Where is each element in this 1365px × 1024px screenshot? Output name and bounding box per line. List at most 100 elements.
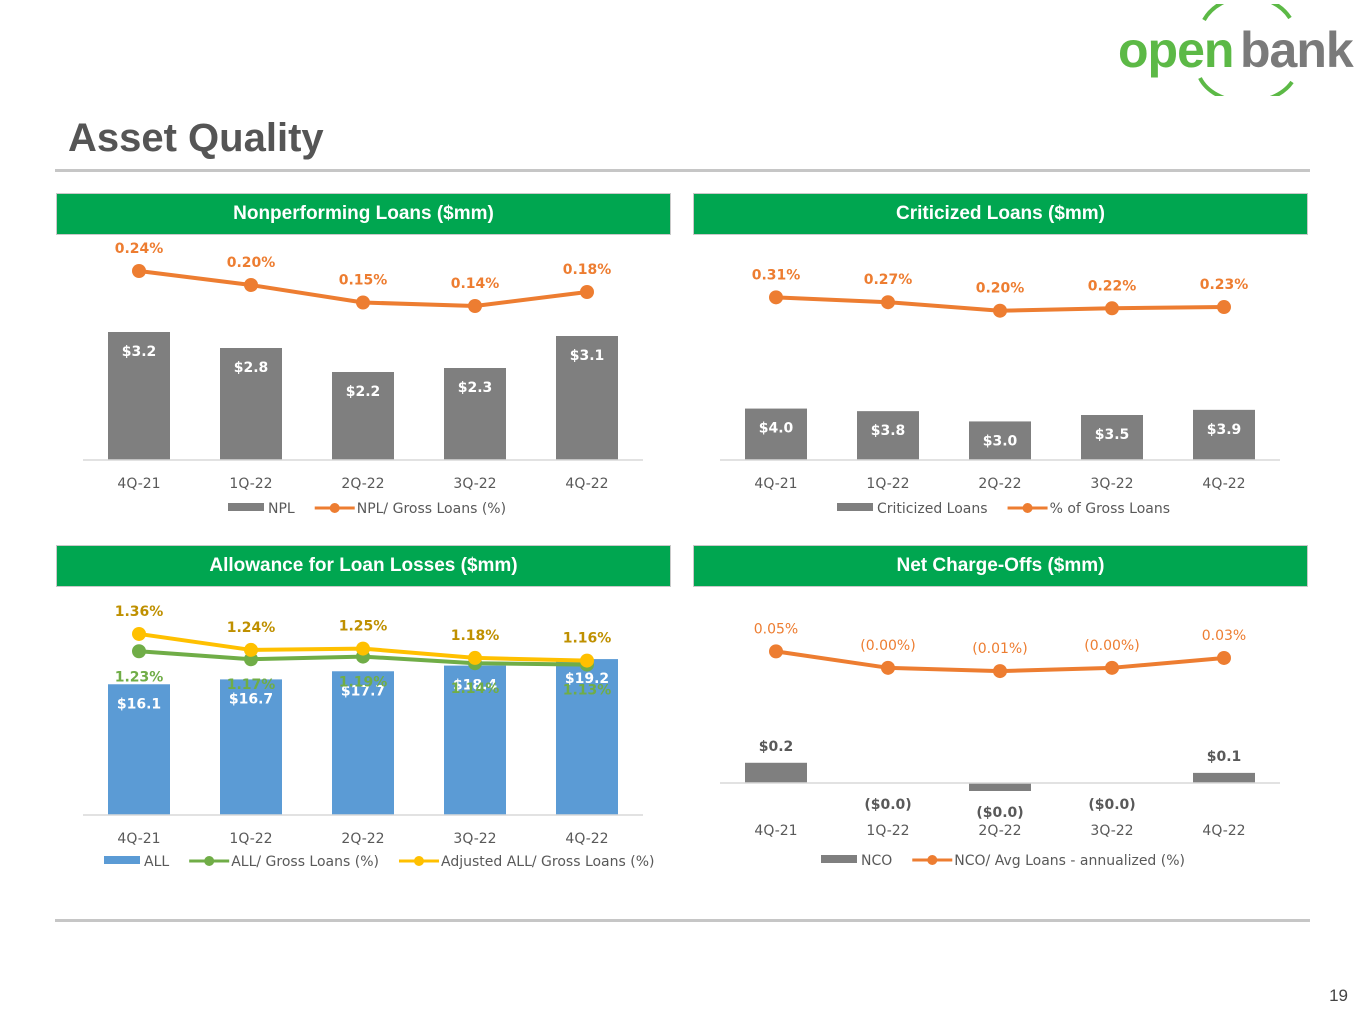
series-point-label: 1.36% bbox=[115, 604, 164, 620]
bar-value-label: $3.2 bbox=[122, 344, 157, 360]
x-tick-label: 4Q-22 bbox=[565, 831, 608, 847]
legend-label: ALL bbox=[144, 854, 169, 870]
x-tick-label: 2Q-22 bbox=[341, 831, 384, 847]
series-point-label: 0.24% bbox=[115, 241, 164, 257]
series-point-label: 1.13% bbox=[563, 683, 612, 699]
series-point bbox=[881, 295, 895, 310]
x-tick-label: 3Q-22 bbox=[1090, 823, 1133, 839]
legend-label: NCO bbox=[861, 853, 892, 869]
page-number: 19 bbox=[1329, 986, 1348, 1005]
bar-value-label: ($0.0) bbox=[976, 805, 1023, 821]
legend-swatch-marker bbox=[329, 503, 340, 513]
legend-swatch-bar bbox=[104, 856, 140, 864]
bar-4Q-22 bbox=[1193, 772, 1255, 783]
series-point-label: 0.14% bbox=[451, 276, 500, 292]
series-point bbox=[244, 642, 258, 657]
series-point bbox=[244, 278, 258, 292]
bar-1Q-22 bbox=[857, 411, 919, 460]
series-point bbox=[356, 641, 370, 656]
legend-swatch-marker bbox=[204, 856, 215, 866]
series-point-label: 0.20% bbox=[976, 281, 1025, 297]
bottom-divider bbox=[55, 919, 1310, 922]
bar-1Q-22 bbox=[220, 679, 282, 815]
series-point-label: 1.23% bbox=[115, 669, 164, 685]
series-point bbox=[993, 303, 1007, 318]
x-tick-label: 4Q-22 bbox=[1202, 476, 1245, 492]
bar-value-label: ($0.0) bbox=[864, 797, 911, 813]
series-point bbox=[1105, 301, 1119, 316]
criticized-chart: $4.0 $3.8 $3.0 $3.5 $3.9 4Q-21 1Q-22 2Q-22 3Q-22… bbox=[720, 267, 1280, 517]
series-point bbox=[132, 626, 146, 641]
bar-value-label: $2.3 bbox=[458, 380, 493, 396]
legend-swatch-bar bbox=[837, 503, 873, 511]
series-point-label: 1.19% bbox=[339, 675, 388, 691]
series-point-label: 0.31% bbox=[752, 267, 801, 283]
bar-value-label: $2.8 bbox=[234, 360, 269, 376]
bar-2Q-22 bbox=[969, 783, 1031, 791]
allowance-chart: $16.1 $16.7 $17.7 $18.4 $19.2 4Q-21 1Q-22 2Q-22… bbox=[83, 604, 655, 870]
series-point bbox=[993, 664, 1007, 679]
bar-value-label: $0.2 bbox=[759, 739, 794, 755]
x-tick-label: 4Q-21 bbox=[754, 476, 797, 492]
panel-header-criticized: Criticized Loans ($mm) bbox=[693, 193, 1308, 235]
bar-2Q-22 bbox=[969, 421, 1031, 460]
x-tick-label: 4Q-21 bbox=[117, 476, 160, 492]
series-point bbox=[356, 295, 370, 310]
series-point-label: 0.27% bbox=[864, 272, 913, 288]
x-tick-label: 3Q-22 bbox=[453, 831, 496, 847]
series-point-label: 0.22% bbox=[1088, 278, 1137, 294]
panel-header-nco: Net Charge-Offs ($mm) bbox=[693, 545, 1308, 587]
x-tick-label: 2Q-22 bbox=[978, 476, 1021, 492]
bar-value-label: ($0.0) bbox=[1088, 797, 1135, 813]
series-point-label: 0.20% bbox=[227, 255, 276, 271]
x-tick-label: 3Q-22 bbox=[453, 476, 496, 492]
series-point bbox=[580, 653, 594, 668]
series-point-label: 1.24% bbox=[227, 620, 276, 636]
bar-value-label: $17.7 bbox=[341, 683, 385, 699]
bar-2Q-22 bbox=[332, 671, 394, 815]
bar-4Q-22 bbox=[556, 659, 618, 815]
legend-label: % of Gross Loans bbox=[1050, 501, 1170, 517]
bar-value-label: $3.1 bbox=[570, 348, 605, 364]
bar-2Q-22 bbox=[332, 372, 394, 460]
bar-value-label: $3.8 bbox=[871, 423, 906, 439]
series-point bbox=[1217, 650, 1231, 665]
series-point bbox=[132, 264, 146, 278]
legend-swatch-bar bbox=[228, 503, 264, 511]
logo-arc-graphic bbox=[1198, 4, 1294, 96]
nco-chart: $0.2 ($0.0) ($0.0) ($0.0) $0.1 4Q-21 1Q-22 2Q-2… bbox=[720, 621, 1280, 869]
bar-4Q-21 bbox=[745, 408, 807, 460]
series-point-label: (0.00%) bbox=[860, 638, 915, 654]
series-point-label: 0.15% bbox=[339, 273, 388, 289]
x-tick-label: 2Q-22 bbox=[978, 823, 1021, 839]
panel-header-allowance: Allowance for Loan Losses ($mm) bbox=[56, 545, 671, 587]
top-divider bbox=[55, 169, 1310, 172]
bar-value-label: $4.0 bbox=[759, 421, 794, 437]
series-point bbox=[580, 285, 594, 299]
series-point-label: 1.17% bbox=[227, 677, 276, 693]
bar-1Q-22 bbox=[220, 348, 282, 460]
bar-4Q-21 bbox=[108, 332, 170, 460]
series-point-label: 0.03% bbox=[1202, 628, 1246, 644]
openbank-logo: open bank bbox=[1112, 4, 1362, 96]
legend-label: Adjusted ALL/ Gross Loans (%) bbox=[441, 854, 655, 870]
series-point-label: (0.01%) bbox=[972, 641, 1027, 657]
legend-label: NCO/ Avg Loans - annualized (%) bbox=[954, 853, 1185, 869]
legend-swatch-marker bbox=[1022, 503, 1033, 513]
x-tick-label: 2Q-22 bbox=[341, 476, 384, 492]
legend-swatch-marker bbox=[413, 856, 424, 866]
x-tick-label: 4Q-21 bbox=[754, 823, 797, 839]
series-point bbox=[1217, 300, 1231, 315]
legend-label: NPL/ Gross Loans (%) bbox=[357, 501, 506, 517]
series-point-label: 0.23% bbox=[1200, 277, 1249, 293]
bar-value-label: $3.5 bbox=[1095, 427, 1130, 443]
bar-value-label: $16.1 bbox=[117, 696, 161, 712]
bar-4Q-21 bbox=[745, 762, 807, 783]
legend-label: ALL/ Gross Loans (%) bbox=[231, 854, 379, 870]
x-tick-label: 4Q-22 bbox=[565, 476, 608, 492]
bar-3Q-22 bbox=[444, 368, 506, 460]
bar-value-label: $2.2 bbox=[346, 384, 381, 400]
bar-4Q-22 bbox=[556, 336, 618, 460]
legend-label: Criticized Loans bbox=[877, 501, 988, 517]
logo-text-bank: bank bbox=[1240, 22, 1354, 78]
